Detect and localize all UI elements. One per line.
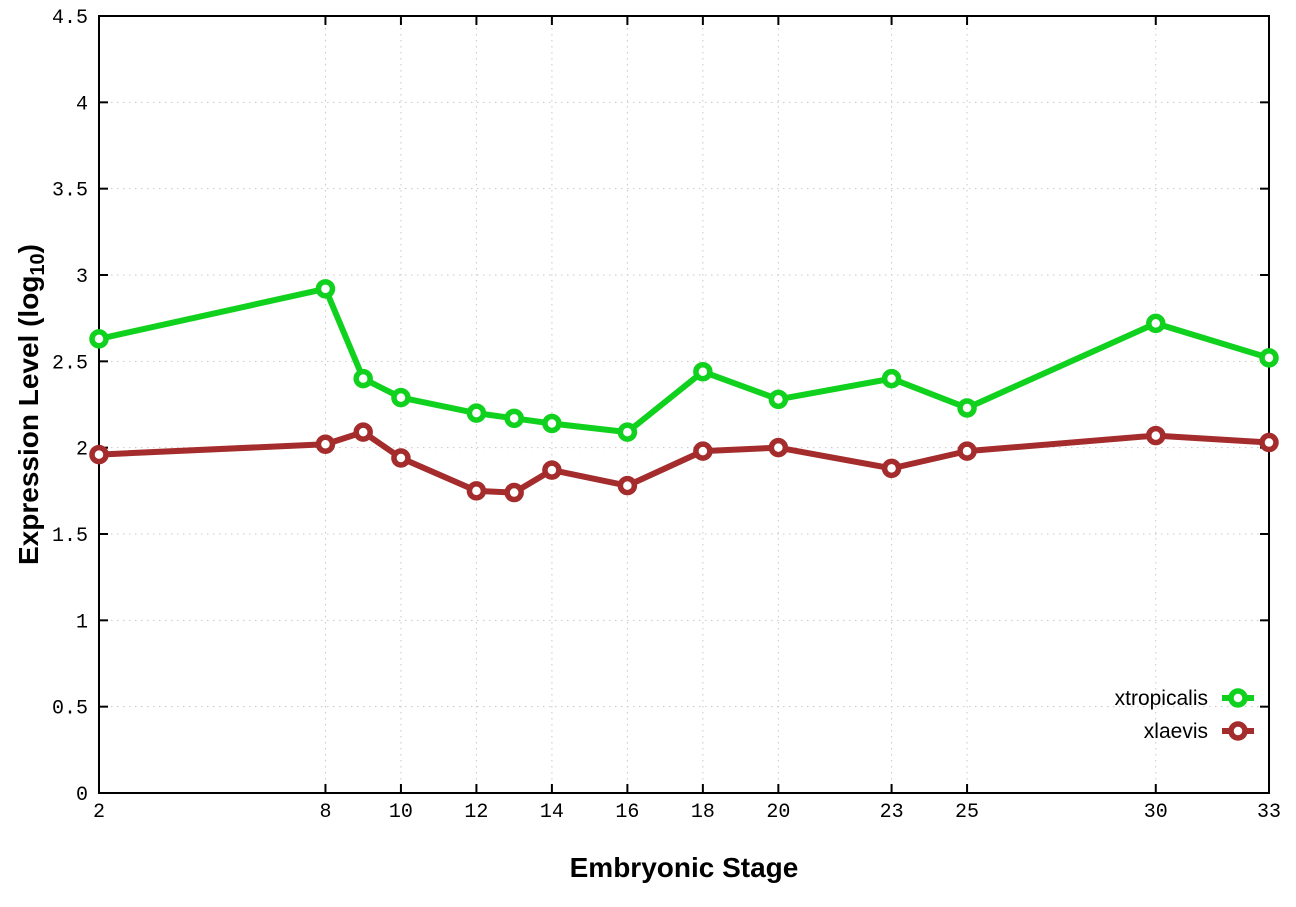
data-point-xtropicalis [881,368,902,389]
y-tick-label: 0.5 [52,698,88,721]
data-point-xlaevis [391,448,411,468]
data-point-xtropicalis [693,361,713,382]
y-tick-label: 0 [76,784,88,807]
y-tick-label: 3 [76,266,88,289]
data-point-xlaevis [353,422,373,442]
data-point-xtropicalis [617,422,638,442]
x-tick-label: 33 [1257,801,1281,824]
y-tick-label: 4 [76,93,88,116]
data-point-xtropicalis [466,403,487,423]
data-point-xtropicalis [1259,348,1279,368]
x-tick-label: 20 [766,801,790,824]
x-tick-label: 18 [691,801,715,824]
y-axis-title: Expression Level (log10) [13,244,49,565]
tick-labels: 0 0.5 1 1.5 2 2.5 3 3.5 4 4.5 2 8 10 12 14 16 18 20 23 25 30… [52,7,1281,824]
data-point-xtropicalis [89,329,109,349]
y-tick-label: 3.5 [52,180,88,203]
series-line-xlaevis [98,429,1270,496]
y-tick-label: 2 [76,439,88,462]
x-tick-label: 16 [615,801,639,824]
plot-border [98,15,1270,794]
y-tick-label: 4.5 [52,7,88,30]
axis-ticks [98,15,1270,794]
data-point-xlaevis [1259,432,1279,453]
grid-lines [98,15,1270,794]
x-tick-label: 8 [319,801,331,824]
data-point-xlaevis [693,441,713,461]
data-point-xlaevis [315,434,336,454]
data-point-xtropicalis [391,387,411,408]
x-tick-label: 2 [93,801,105,824]
data-point-xlaevis [504,482,524,503]
data-point-xlaevis [466,481,487,501]
axes-border [98,15,1270,794]
data-point-xlaevis [881,458,902,479]
legend: xtropicalis xlaevis [1115,687,1254,743]
x-tick-label: 25 [955,801,979,824]
y-axis-title-text: Expression Level (log10) [13,244,49,565]
x-tick-label: 12 [464,801,488,824]
data-point-xtropicalis [315,279,336,299]
series-line-xtropicalis [98,285,1270,436]
data-point-xlaevis [768,437,789,458]
data-point-xlaevis [957,441,977,461]
x-tick-label: 10 [389,801,413,824]
legend-label-xtropicalis: xtropicalis [1115,687,1208,710]
data-point-xtropicalis [353,368,373,389]
legend-sample-marker-xlaevis [1228,721,1248,741]
x-tick-label: 30 [1144,801,1168,824]
x-tick-label: 14 [540,801,564,824]
data-point-xtropicalis [768,389,789,410]
x-tick-label: 23 [880,801,904,824]
y-tick-label: 1 [76,611,88,634]
legend-label-xlaevis: xlaevis [1144,720,1208,743]
data-point-xtropicalis [542,413,562,434]
data-point-xlaevis [617,475,638,496]
y-tick-label: 2.5 [52,352,88,375]
legend-sample-marker-xtropicalis [1228,688,1248,708]
data-point-xlaevis [89,444,109,465]
data-point-xtropicalis [1146,313,1166,334]
data-point-xlaevis [1146,425,1166,446]
data-point-xtropicalis [957,398,977,418]
y-tick-label: 1.5 [52,525,88,548]
data-point-xlaevis [542,460,562,480]
data-series [89,279,1279,503]
x-axis-title: Embryonic Stage [570,852,799,883]
data-point-xtropicalis [504,408,524,429]
